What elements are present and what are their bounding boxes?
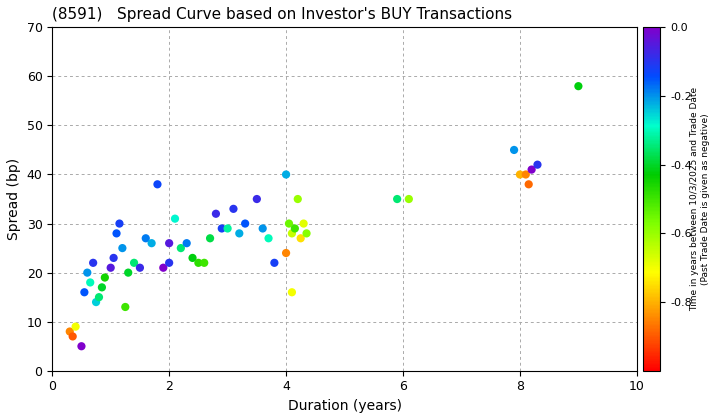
Point: [163, 260, 175, 266]
Point: [263, 235, 274, 242]
Point: [140, 235, 151, 242]
Point: [146, 240, 158, 247]
Point: [99, 274, 111, 281]
Point: [286, 230, 297, 237]
Point: [210, 210, 222, 217]
Point: [93, 294, 104, 301]
Point: [169, 215, 181, 222]
Point: [108, 255, 120, 261]
Point: [531, 161, 543, 168]
Point: [175, 245, 186, 252]
Point: [117, 245, 128, 252]
Point: [96, 284, 108, 291]
Point: [301, 230, 312, 237]
Point: [186, 255, 198, 261]
Point: [152, 181, 163, 188]
Text: (8591)   Spread Curve based on Investor's BUY Transactions: (8591) Spread Curve based on Investor's …: [53, 7, 513, 22]
Point: [134, 264, 145, 271]
Point: [295, 235, 307, 242]
Point: [572, 83, 584, 89]
Point: [298, 220, 310, 227]
Point: [64, 328, 76, 335]
Point: [280, 249, 292, 256]
Point: [257, 225, 269, 232]
Point: [228, 205, 239, 212]
Point: [158, 264, 169, 271]
Point: [87, 260, 99, 266]
Point: [269, 260, 280, 266]
Point: [514, 171, 526, 178]
Point: [508, 147, 520, 153]
Point: [90, 299, 102, 305]
Point: [392, 196, 403, 202]
Point: [193, 260, 204, 266]
Y-axis label: Spread (bp): Spread (bp): [7, 158, 21, 240]
Point: [181, 240, 192, 247]
Point: [84, 279, 96, 286]
X-axis label: Duration (years): Duration (years): [287, 399, 402, 413]
Point: [78, 289, 90, 296]
Point: [216, 225, 228, 232]
Point: [523, 181, 534, 188]
Point: [105, 264, 117, 271]
Point: [251, 196, 263, 202]
Point: [292, 196, 304, 202]
Point: [163, 240, 175, 247]
Point: [222, 225, 233, 232]
Point: [526, 166, 537, 173]
Point: [114, 220, 125, 227]
Point: [239, 220, 251, 227]
Point: [520, 171, 531, 178]
Point: [122, 269, 134, 276]
Point: [283, 220, 294, 227]
Point: [286, 289, 297, 296]
Point: [76, 343, 87, 349]
Point: [199, 260, 210, 266]
Point: [128, 260, 140, 266]
Point: [111, 230, 122, 237]
Point: [70, 323, 81, 330]
Point: [81, 269, 93, 276]
Point: [120, 304, 131, 310]
Point: [204, 235, 216, 242]
Point: [67, 333, 78, 340]
Point: [280, 171, 292, 178]
Y-axis label: Time in years between 10/3/2025 and Trade Date
(Past Trade Date is given as nega: Time in years between 10/3/2025 and Trad…: [690, 87, 710, 311]
Point: [289, 225, 301, 232]
Point: [233, 230, 245, 237]
Point: [403, 196, 415, 202]
